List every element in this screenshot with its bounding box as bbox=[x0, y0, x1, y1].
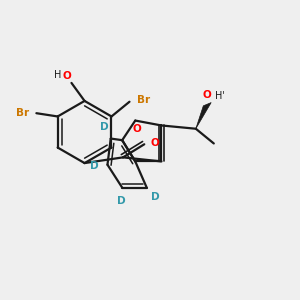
Text: O: O bbox=[133, 124, 141, 134]
Text: O: O bbox=[151, 138, 160, 148]
Text: Br: Br bbox=[137, 95, 150, 105]
Text: H': H' bbox=[215, 91, 225, 101]
Text: D: D bbox=[100, 122, 109, 132]
Text: D: D bbox=[90, 161, 99, 171]
Text: H: H bbox=[54, 70, 62, 80]
Text: D: D bbox=[117, 196, 125, 206]
Polygon shape bbox=[196, 103, 211, 129]
Text: Br: Br bbox=[16, 107, 29, 118]
Text: O: O bbox=[203, 90, 212, 100]
Text: O: O bbox=[62, 71, 71, 81]
Text: D: D bbox=[151, 192, 160, 202]
